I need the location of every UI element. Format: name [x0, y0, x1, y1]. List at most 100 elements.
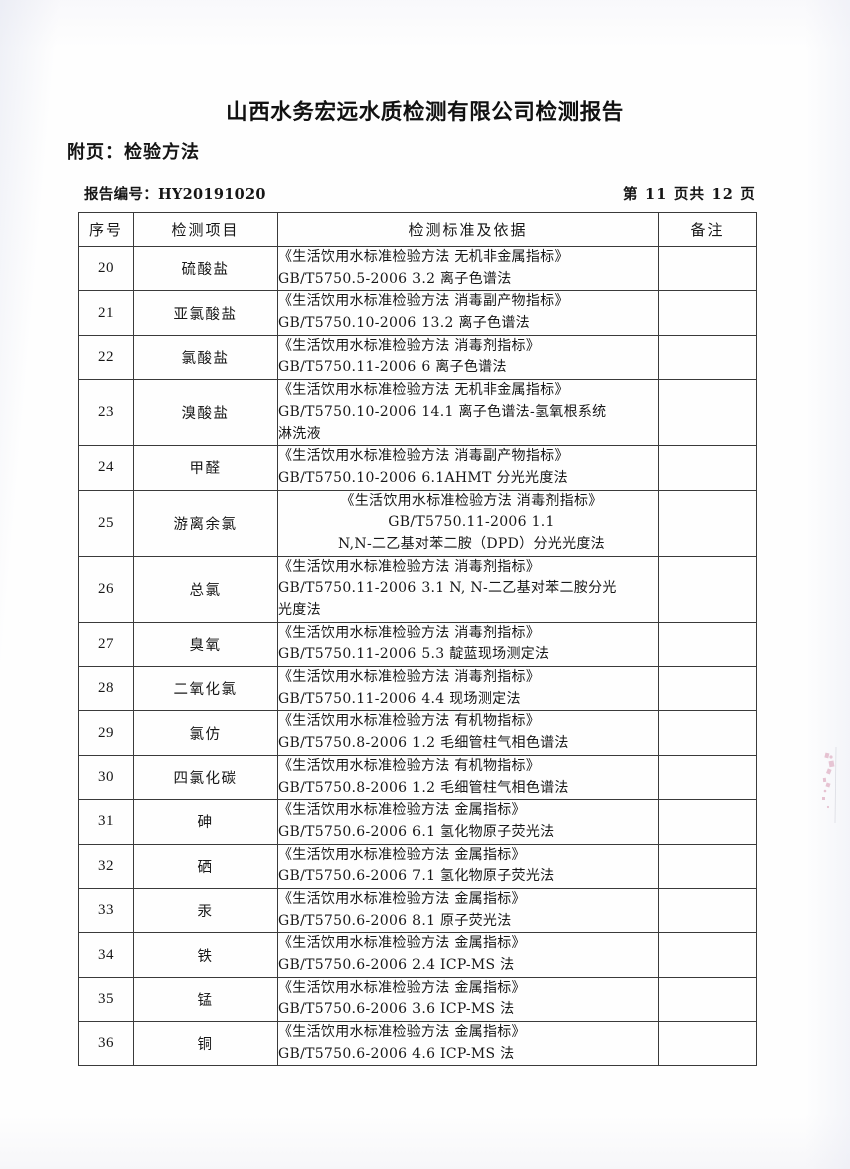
table-row: 23 溴酸盐 《生活饮用水标准检验方法 无机非金属指标》 GB/T5750.10-20…: [78, 379, 757, 447]
standard-line: 《生活饮用水标准检验方法 有机物指标》: [278, 757, 541, 774]
report-number: 报告编号：HY20191020: [84, 186, 266, 203]
standard-line: 《生活饮用水标准检验方法 金属指标》: [278, 935, 526, 952]
standard-line: N,N-二乙基对苯二胺（DPD）分光光度法: [338, 535, 605, 552]
cell-test-item: 总氯: [133, 555, 278, 623]
cell-remark: [658, 843, 757, 889]
standard-line: 《生活饮用水标准检验方法 消毒剂指标》: [278, 337, 541, 354]
cell-serial-number: 32: [78, 843, 134, 889]
column-header-no: 序号: [78, 212, 134, 247]
table-row: 21 亚氯酸盐 《生活饮用水标准检验方法 消毒副产物指标》 GB/T5750.10-2…: [78, 290, 757, 336]
cell-test-item: 臭氧: [133, 621, 278, 668]
standard-line: GB/T5750.8-2006 1.2 毛细管柱气相色谱法: [278, 735, 569, 752]
table-row: 33 汞《生活饮用水标准检验方法 金属指标》 GB/T5750.6-2006 8.1…: [78, 887, 757, 934]
standard-line: 《生活饮用水标准检验方法 金属指标》: [278, 890, 526, 907]
standard-line: 《生活饮用水标准检验方法 无机非金属指标》: [278, 382, 569, 399]
cell-standard-basis: 《生活饮用水标准检验方法 金属指标》 GB/T5750.6-2006 7.1 氢化…: [277, 843, 659, 889]
cell-standard-basis: 《生活饮用水标准检验方法 消毒剂指标》 GB/T5750.11-2006 3.1 …: [277, 555, 659, 623]
cell-standard-basis: 《生活饮用水标准检验方法 消毒副产物指标》 GB/T5750.10-2006 6.…: [277, 445, 659, 491]
column-header-standard: 检测标准及依据: [277, 212, 659, 247]
standard-line: 《生活饮用水标准检验方法 金属指标》: [278, 1024, 526, 1041]
standard-line: 《生活饮用水标准检验方法 消毒副产物指标》: [278, 293, 569, 310]
table-row: 28 二氧化氯 《生活饮用水标准检验方法 消毒剂指标》 GB/T5750.11-200…: [78, 666, 757, 712]
standard-line: GB/T5750.6-2006 3.6 ICP-MS 法: [278, 1001, 515, 1018]
standard-line: GB/T5750.5-2006 3.2 离子色谱法: [278, 270, 512, 287]
cell-standard-basis: 《生活饮用水标准检验方法 金属指标》 GB/T5750.6-2006 2.4 IC…: [277, 932, 659, 978]
standard-line: 《生活饮用水标准检验方法 有机物指标》: [278, 713, 541, 730]
cell-standard-basis: 《生活饮用水标准检验方法 消毒剂指标》 GB/T5750.11-2006 1.1 N…: [277, 489, 659, 557]
cell-remark: [658, 754, 757, 801]
cell-test-item: 溴酸盐: [133, 379, 278, 447]
cell-test-item: 氯仿: [133, 710, 278, 756]
cell-standard-basis: 《生活饮用水标准检验方法 消毒副产物指标》 GB/T5750.10-2006 13…: [277, 290, 659, 336]
document-subtitle: 附页：检验方法: [67, 142, 200, 163]
cell-remark: [658, 334, 757, 381]
table-row: 25 游离余氯 《生活饮用水标准检验方法 消毒剂指标》 GB/T5750.11-200…: [78, 489, 757, 557]
cell-standard-basis: 《生活饮用水标准检验方法 无机非金属指标》 GB/T5750.5-2006 3.2…: [277, 245, 659, 292]
cell-serial-number: 23: [78, 379, 134, 447]
cell-standard-basis: 《生活饮用水标准检验方法 金属指标》 GB/T5750.6-2006 4.6 IC…: [277, 1021, 659, 1067]
standard-line: GB/T5750.6-2006 6.1 氢化物原子荧光法: [278, 823, 555, 840]
table-body: 20 硫酸盐 《生活饮用水标准检验方法 无机非金属指标》 GB/T5750.5-200…: [78, 245, 757, 1067]
cell-test-item: 硒: [133, 843, 278, 889]
cell-remark: [658, 932, 757, 978]
standard-line: GB/T5750.6-2006 4.6 ICP-MS 法: [278, 1045, 515, 1062]
cell-serial-number: 20: [78, 245, 134, 292]
cell-serial-number: 26: [78, 555, 134, 623]
standard-line: GB/T5750.11-2006 5.3 靛蓝现场测定法: [278, 646, 550, 663]
cell-remark: [658, 290, 757, 336]
cell-standard-basis: 《生活饮用水标准检验方法 消毒剂指标》 GB/T5750.11-2006 6 离子…: [277, 334, 659, 381]
cell-test-item: 四氯化碳: [133, 754, 278, 801]
cell-remark: [658, 245, 757, 292]
cell-remark: [658, 445, 757, 491]
table-row: 26 总氯 《生活饮用水标准检验方法 消毒剂指标》 GB/T5750.11-2006 …: [78, 555, 757, 623]
standard-line: GB/T5750.6-2006 2.4 ICP-MS 法: [278, 957, 515, 973]
cell-remark: [658, 555, 757, 623]
red-stamp-mark: [822, 746, 837, 824]
standard-line: GB/T5750.6-2006 8.1 原子荧光法: [278, 912, 512, 929]
cell-serial-number: 30: [78, 754, 134, 801]
cell-test-item: 铁: [133, 932, 278, 978]
cell-remark: [658, 1021, 757, 1067]
table-row: 24 甲醛 《生活饮用水标准检验方法 消毒副产物指标》 GB/T5750.10-200…: [78, 445, 757, 491]
cell-standard-basis: 《生活饮用水标准检验方法 消毒剂指标》 GB/T5750.11-2006 5.3 …: [277, 621, 659, 668]
cell-test-item: 游离余氯: [133, 489, 278, 557]
standard-line: GB/T5750.6-2006 7.1 氢化物原子荧光法: [278, 868, 555, 885]
cell-test-item: 汞: [133, 887, 278, 934]
column-header-note: 备注: [658, 212, 757, 247]
cell-remark: [658, 710, 757, 756]
cell-serial-number: 34: [78, 932, 134, 978]
cell-serial-number: 27: [78, 621, 134, 668]
standard-line: 《生活饮用水标准检验方法 金属指标》: [278, 846, 526, 863]
cell-test-item: 亚氯酸盐: [133, 290, 278, 336]
test-methods-table: 序号 检测项目 检测标准及依据 备注 20 硫酸盐 《生活饮用水标准检验方法 无机非…: [78, 212, 757, 1067]
table-header-row: 序号 检测项目 检测标准及依据 备注: [78, 212, 757, 247]
cell-standard-basis: 《生活饮用水标准检验方法 金属指标》 GB/T5750.6-2006 3.6 IC…: [277, 976, 659, 1023]
cell-serial-number: 22: [78, 334, 134, 381]
cell-test-item: 砷: [133, 799, 278, 845]
cell-remark: [658, 799, 757, 845]
standard-line: GB/T5750.11-2006 4.4 现场测定法: [278, 690, 521, 707]
table-row: 31 砷《生活饮用水标准检验方法 金属指标》 GB/T5750.6-2006 6.1…: [78, 799, 757, 845]
cell-remark: [658, 887, 757, 934]
standard-line: 《生活饮用水标准检验方法 无机非金属指标》: [278, 249, 569, 265]
standard-line: 《生活饮用水标准检验方法 消毒副产物指标》: [278, 448, 569, 465]
cell-serial-number: 21: [78, 290, 134, 336]
standard-line: 光度法: [278, 602, 321, 618]
cell-serial-number: 36: [78, 1021, 134, 1067]
cell-remark: [658, 666, 757, 712]
standard-line: GB/T5750.8-2006 1.2 毛细管柱气相色谱法: [278, 779, 569, 796]
standard-line: 《生活饮用水标准检验方法 消毒剂指标》: [340, 492, 603, 509]
standard-line: 淋洗液: [278, 425, 321, 442]
cell-remark: [658, 976, 757, 1023]
cell-test-item: 硫酸盐: [133, 245, 278, 292]
cell-serial-number: 31: [78, 799, 134, 845]
page-number: 第 11 页共 12 页: [623, 186, 756, 203]
cell-serial-number: 24: [78, 445, 134, 491]
cell-serial-number: 28: [78, 666, 134, 712]
cell-serial-number: 29: [78, 710, 134, 756]
cell-standard-basis: 《生活饮用水标准检验方法 金属指标》 GB/T5750.6-2006 6.1 氢化…: [277, 799, 659, 845]
cell-test-item: 氯酸盐: [133, 334, 278, 381]
cell-test-item: 锰: [133, 976, 278, 1023]
standard-line: 《生活饮用水标准检验方法 金属指标》: [278, 979, 526, 996]
